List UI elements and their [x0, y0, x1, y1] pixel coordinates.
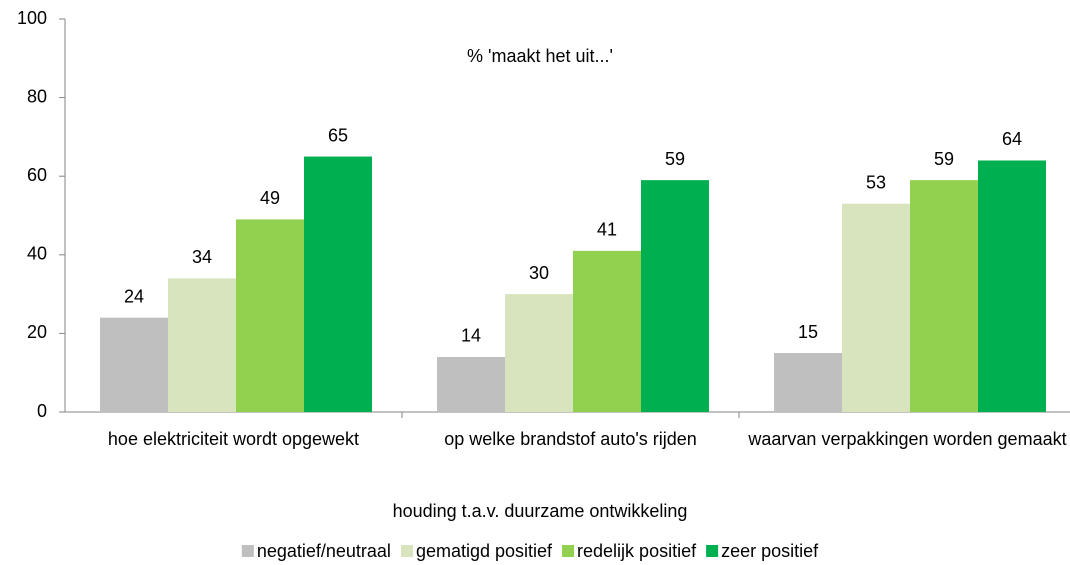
bar: [304, 156, 372, 412]
bar: [168, 278, 236, 412]
y-tick-label: 80: [27, 86, 47, 106]
x-tick-label: waarvan verpakkingen worden gemaakt: [748, 429, 1067, 449]
y-tick-label: 60: [27, 165, 47, 185]
y-tick-label: 20: [27, 322, 47, 342]
data-label: 59: [665, 149, 685, 169]
bar: [641, 180, 709, 412]
bar: [236, 219, 304, 412]
x-tick-label: hoe elektriciteit wordt opgewekt: [107, 429, 360, 449]
legend-label: gematigd positief: [416, 541, 553, 561]
legend-swatch: [706, 545, 719, 557]
data-label: 64: [1002, 129, 1022, 149]
bar: [437, 356, 505, 412]
legend-swatch: [241, 545, 254, 557]
data-label: 15: [798, 322, 818, 342]
legend-label: redelijk positief: [577, 541, 697, 561]
bar: [100, 317, 168, 412]
x-tick-label: op welke brandstof auto's rijden: [444, 429, 697, 449]
data-label: 49: [260, 188, 280, 208]
y-tick-label: 40: [27, 244, 47, 264]
data-label: 53: [866, 172, 886, 192]
data-label: 14: [461, 326, 481, 346]
bar: [910, 180, 978, 412]
data-label: 30: [529, 263, 549, 283]
annotation: % 'maakt het uit...': [467, 46, 613, 66]
bar: [505, 294, 573, 412]
bar: [774, 353, 842, 412]
y-tick-label: 100: [17, 8, 47, 28]
legend-label: zeer positief: [721, 541, 819, 561]
data-label: 59: [934, 149, 954, 169]
data-label: 24: [124, 286, 144, 306]
legend-label: negatief/neutraal: [257, 541, 391, 561]
data-label: 65: [328, 125, 348, 145]
data-label: 34: [192, 247, 212, 267]
bar: [978, 160, 1046, 412]
y-tick-label: 0: [37, 401, 47, 421]
bar: [573, 250, 641, 412]
legend-swatch: [562, 545, 575, 557]
legend-swatch: [400, 545, 413, 557]
bar: [842, 203, 910, 412]
x-axis-label: houding t.a.v. duurzame ontwikkeling: [393, 501, 688, 521]
data-label: 41: [597, 220, 617, 240]
